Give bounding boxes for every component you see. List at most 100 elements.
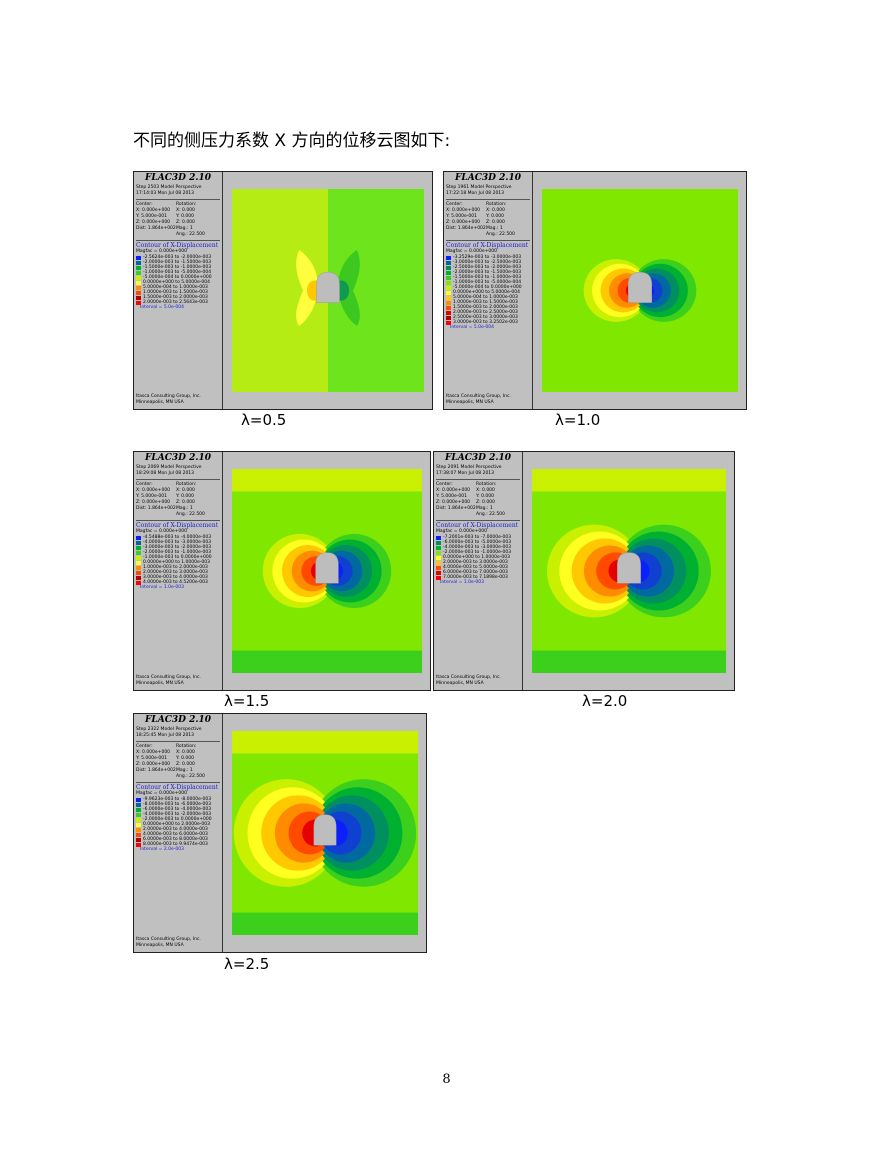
contour-band-bottom — [532, 650, 726, 673]
caption-lambda-1.0: λ=1.0 — [555, 411, 601, 429]
legend-panel: FLAC3D 2.10 Step 2322 Model Perspective 18… — [134, 714, 223, 952]
view-row: X: 0.000e+000 X: 0.000 — [444, 208, 532, 214]
legend-swatch — [436, 560, 441, 565]
legend-range: -7.2001e-003 to -7.0000e-003 — [443, 534, 512, 540]
view-value: Z: 0.000e+000 — [136, 762, 171, 767]
view-row: Y: 5.000e-001 Y: 0.000 — [434, 494, 522, 500]
legend-item: 4.0000e-003 to 5.0000e-003 — [434, 565, 522, 570]
step-info: Step 2069 Model Perspective — [136, 465, 202, 470]
legend-item: -6.0000e-003 to -5.0000e-003 — [434, 540, 522, 545]
view-value: Z: 0.000e+000 — [436, 500, 471, 505]
panel-title: FLAC3D 2.10 — [445, 453, 511, 463]
view-row: Z: 0.000e+000 Z: 0.000 — [134, 220, 222, 226]
view-value: Y: 5.000e-001 — [136, 214, 167, 219]
legend-range: 0.0000e+000 to 1.0000e-003 — [443, 554, 510, 560]
flac-figure-5: FLAC3D 2.10 Step 2322 Model Perspective 18… — [133, 713, 427, 953]
view-value: Mag.: 1 — [486, 226, 503, 231]
legend-swatch — [446, 320, 451, 325]
view-value: Z: 0.000e+000 — [136, 500, 171, 505]
legend-swatch — [136, 280, 141, 285]
legend-range: 6.0000e-003 to 8.0000e-003 — [143, 836, 208, 842]
contour-plot — [232, 731, 418, 935]
interval-label: Interval = 1.0e-003 — [140, 585, 185, 590]
legend-range: -4.0000e-003 to -3.0000e-003 — [143, 539, 212, 545]
magfac: Magfac = 0.000e+000 — [136, 529, 187, 534]
credit: Itasca Consulting Group, Inc. Minneapolis… — [446, 394, 511, 406]
view-value: Z: 0.000 — [176, 762, 195, 767]
legend-range: -4.0000e-003 to -3.0000e-003 — [443, 544, 512, 550]
legend-range: 1.0000e-003 to 1.5000e-003 — [453, 299, 518, 305]
view-value: Y: 0.000 — [476, 494, 494, 499]
magfac: Magfac = 0.000e+000 — [136, 249, 187, 254]
legend-range: -4.5488e-003 to -4.0000e-003 — [143, 534, 212, 540]
caption-lambda-1.5: λ=1.5 — [224, 692, 270, 710]
credit-line: Minneapolis, MN USA — [136, 681, 184, 686]
legend-item: 0.0000e+000 to 5.0000e-004 — [444, 290, 532, 295]
credit-line: Itasca Consulting Group, Inc. — [136, 394, 201, 399]
contour-title: Contour of X-Displacement — [136, 522, 219, 529]
view-row: Z: 0.000e+000 Z: 0.000 — [134, 762, 222, 768]
view-value: Dist: 1.864e+002 — [136, 226, 176, 231]
interval-label: Interval = 5.0e-004 — [450, 325, 495, 330]
caption-lambda-0.5: λ=0.5 — [241, 411, 287, 429]
view-row: Y: 5.000e-001 Y: 0.000 — [134, 756, 222, 762]
center-label: Center: — [436, 482, 453, 487]
timestamp: 17:38:07 Mon Jul 08 2013 — [436, 471, 495, 476]
credit-line: Minneapolis, MN USA — [436, 681, 484, 686]
divider — [446, 240, 530, 241]
view-value: X: 0.000e+000 — [136, 208, 171, 213]
legend-swatch — [136, 812, 141, 817]
legend-swatch — [446, 305, 451, 310]
interval-label: Interval = 1.0e-003 — [440, 580, 485, 585]
flac-figure-1: FLAC3D 2.10 Step 2503 Model Perspective 17… — [133, 171, 433, 410]
legend-item: -3.0000e-003 to -2.5000e-003 — [444, 260, 532, 265]
legend-swatch — [446, 260, 451, 265]
legend-range: -2.0000e-003 to -1.0000e-003 — [143, 549, 212, 555]
legend-range: 0.0000e+000 to 1.0000e-003 — [143, 559, 210, 565]
legend-range: -3.0000e-003 to -2.5000e-003 — [453, 259, 522, 265]
magfac: Magfac = 0.000e+000 — [136, 791, 187, 796]
view-row: Ang.: 22.500 — [134, 232, 222, 238]
panel-title: FLAC3D 2.10 — [455, 173, 521, 183]
view-row: Z: 0.000e+000 Z: 0.000 — [444, 220, 532, 226]
divider — [436, 479, 520, 480]
legend-range: 7.0000e-003 to 7.1898e-003 — [443, 574, 508, 580]
view-value: Z: 0.000 — [176, 500, 195, 505]
legend-swatch — [136, 797, 141, 802]
legend-item: 6.0000e-003 to 8.0000e-003 — [134, 837, 222, 842]
legend-range: -2.5624e-003 to -2.0000e-003 — [143, 254, 212, 260]
legend-swatch — [136, 545, 141, 550]
step-info: Step 2091 Model Perspective — [436, 465, 502, 470]
credit-line: Minneapolis, MN USA — [136, 400, 184, 405]
contour-title: Contour of X-Displacement — [436, 522, 519, 529]
credit: Itasca Consulting Group, Inc. Minneapolis… — [136, 394, 201, 406]
legend-range: 2.0000e-003 to 3.0000e-003 — [443, 559, 508, 565]
divider — [136, 782, 220, 783]
legend-range: -1.0000e-003 to -5.0000e-004 — [453, 279, 522, 285]
panel-title: FLAC3D 2.10 — [145, 715, 211, 725]
legend-item: -1.5000e-003 to -1.0000e-003 — [444, 275, 532, 280]
legend-swatch — [446, 310, 451, 315]
view-value: Z: 0.000 — [176, 220, 195, 225]
credit-line: Itasca Consulting Group, Inc. — [446, 394, 511, 399]
legend-range: -2.0000e-003 to -1.5000e-003 — [143, 259, 212, 265]
legend-range: 2.5000e-003 to 3.0000e-003 — [453, 314, 518, 320]
legend-range: -1.5000e-003 to -1.0000e-003 — [143, 264, 212, 270]
legend-item: 7.0000e-003 to 7.1898e-003 — [434, 575, 522, 580]
legend-range: -1.0000e-003 to 0.0000e+000 — [143, 554, 212, 560]
legend-swatch — [136, 260, 141, 265]
interval-label: Interval = 2.0e-003 — [140, 847, 185, 852]
view-value: Y: 5.000e-001 — [136, 756, 167, 761]
legend-swatch — [136, 265, 141, 270]
legend-range: -2.0000e-003 to 0.0000e+000 — [143, 816, 212, 822]
view-value: Y: 0.000 — [176, 214, 194, 219]
angle-value: Ang.: 22.500 — [476, 512, 505, 517]
view-row: Dist: 1.864e+002 Mag.: 1 — [444, 226, 532, 232]
legend-item: 3.0000e-003 to 4.0000e-003 — [134, 575, 222, 580]
legend-range: -5.0000e-004 to 0.0000e+000 — [143, 274, 212, 280]
contour-band-top — [232, 731, 418, 754]
contour-plot — [232, 469, 422, 673]
legend-item: 2.0000e-003 to 4.0000e-003 — [134, 827, 222, 832]
credit-line: Itasca Consulting Group, Inc. — [436, 675, 501, 680]
legend-item: -2.0000e-003 to -1.5000e-003 — [444, 270, 532, 275]
